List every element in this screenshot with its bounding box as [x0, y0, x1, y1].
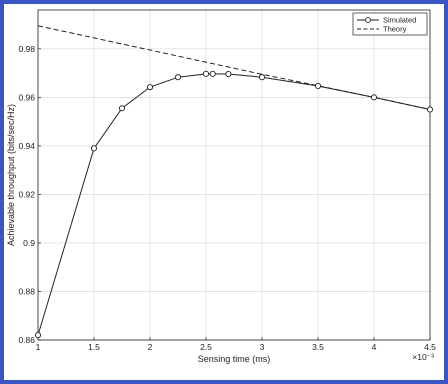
simulated-data-point	[209, 70, 216, 77]
simulated-data-point	[258, 74, 266, 81]
x-axis-label: Sensing time (ms)	[198, 354, 271, 364]
grid	[37, 10, 431, 341]
legend-simulated-marker	[365, 17, 371, 23]
simulated-data-point	[426, 106, 434, 113]
line-chart: 1 1.5 2 2.5 3 3.5 4 4.5 0.86 0.88 0.9 0.92 0.94 0.96 0…	[6, 9, 436, 364]
axis-ticks: 1 1.5 2 2.5 3 3.5 4 4.5 0.86 0.88 0.9 0.92 0.94 0.96 0…	[18, 44, 436, 352]
figure-frame: 1 1.5 2 2.5 3 3.5 4 4.5 0.86 0.88 0.9 0.92 0.94 0.96 0…	[4, 4, 444, 380]
simulated-data-point	[202, 70, 210, 77]
y-tick-label: 0.98	[18, 44, 35, 54]
y-tick-label: 0.94	[18, 141, 35, 151]
x-tick-label: 3.5	[312, 342, 324, 352]
y-tick-label: 0.96	[18, 92, 35, 102]
series-group	[34, 25, 434, 339]
legend-simulated-label: Simulated	[383, 16, 416, 25]
x-tick-label: 4.5	[424, 342, 436, 352]
simulated-data-point	[118, 105, 126, 112]
y-axis-label: Achievable throughput (bits/sec/Hz)	[6, 104, 16, 246]
x-tick-label: 4	[372, 342, 377, 352]
simulated-data-point	[146, 84, 154, 91]
y-tick-label: 0.92	[18, 189, 35, 199]
x-tick-label: 3	[260, 342, 265, 352]
x-axis-multiplier: ×10⁻³	[412, 352, 434, 362]
series-simulated-line	[37, 73, 431, 336]
simulated-data-point	[174, 74, 182, 81]
simulated-data-point	[34, 332, 42, 339]
y-tick-label: 0.9	[23, 238, 35, 248]
simulated-data-point	[90, 145, 98, 152]
x-tick-label: 1.5	[88, 342, 100, 352]
x-tick-label: 2.5	[200, 342, 212, 352]
legend: Simulated Theory	[352, 12, 428, 36]
x-tick-label: 2	[148, 342, 153, 352]
x-tick-label: 1	[36, 342, 41, 352]
y-tick-label: 0.86	[18, 335, 35, 345]
legend-theory-label: Theory	[383, 25, 407, 34]
series-theory-line	[37, 25, 431, 110]
simulated-data-point	[225, 71, 232, 78]
y-tick-label: 0.88	[18, 286, 35, 296]
simulated-data-point	[370, 94, 378, 101]
simulated-data-point	[314, 82, 322, 89]
plot-area	[37, 9, 431, 341]
